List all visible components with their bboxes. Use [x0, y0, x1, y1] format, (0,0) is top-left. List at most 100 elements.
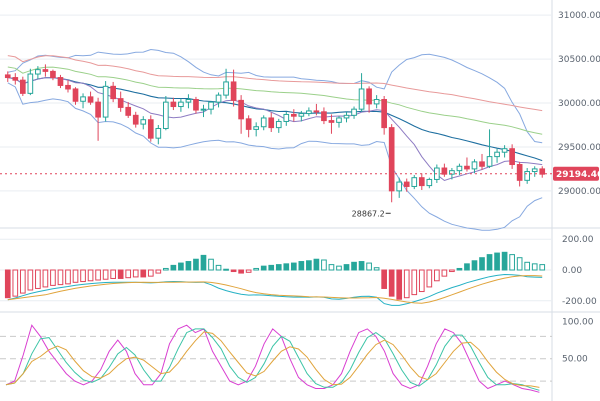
- macd-histogram-bar: [42, 269, 49, 288]
- min-annotation: 28867.2: [352, 209, 385, 218]
- candle: [351, 106, 357, 119]
- candle: [80, 93, 86, 109]
- macd-histogram-bar: [336, 265, 342, 271]
- candle: [170, 97, 177, 111]
- candle-body-up: [260, 117, 267, 128]
- candle-body-up: [336, 117, 342, 123]
- candle-body-up: [155, 127, 162, 139]
- candle-body-down: [366, 88, 372, 105]
- current-price-label: 29194.46: [556, 170, 600, 180]
- macd-histogram-bar: [253, 267, 260, 271]
- macd-histogram-bar: [531, 263, 538, 271]
- macd-histogram-bar: [35, 269, 41, 289]
- candle: [125, 102, 132, 118]
- macd-histogram-bar: [155, 269, 162, 274]
- macd-tick-label: 200.00: [562, 235, 594, 245]
- macd-histogram-bar: [403, 269, 410, 299]
- candle-body-down: [539, 168, 546, 175]
- candle-body-up: [283, 113, 290, 122]
- macd-histogram-bar: [358, 261, 365, 271]
- macd-histogram-bar: [80, 269, 86, 283]
- bollinger-lower-line: [7, 82, 543, 231]
- macd-histogram-bar: [313, 258, 320, 271]
- macd-histogram-bar: [441, 269, 448, 277]
- macd-signal-line: [7, 275, 543, 304]
- candle-body-up: [396, 181, 403, 192]
- macd-histogram-bar: [486, 254, 493, 271]
- candle-body-down: [403, 181, 410, 187]
- candle: [275, 118, 282, 133]
- candle: [306, 107, 312, 117]
- candle: [268, 112, 275, 133]
- sma-slow-line: [7, 55, 543, 112]
- candle: [456, 163, 463, 176]
- candle: [185, 94, 192, 109]
- candle-body-up: [200, 108, 207, 111]
- candle: [373, 95, 380, 109]
- candle: [313, 103, 320, 116]
- candle: [238, 95, 244, 134]
- macd-histogram-bar: [321, 259, 327, 271]
- candle: [516, 161, 523, 187]
- macd-line: [7, 273, 543, 306]
- candle: [381, 95, 387, 135]
- macd-histogram-bar: [65, 269, 71, 285]
- macd-pane[interactable]: [4, 251, 546, 306]
- candle: [102, 81, 109, 122]
- macd-histogram-bar: [494, 252, 500, 271]
- candle: [328, 114, 335, 134]
- macd-histogram-bar: [290, 262, 297, 271]
- current-price-badge: [553, 166, 599, 181]
- macd-histogram-bar: [185, 261, 192, 271]
- macd-histogram-bar: [456, 267, 463, 271]
- candle: [418, 173, 425, 190]
- candle: [57, 74, 64, 89]
- macd-histogram-bar: [170, 264, 177, 271]
- macd-histogram-bar: [351, 261, 357, 271]
- macd-histogram-bar: [501, 251, 508, 271]
- candle-body-up: [80, 96, 86, 102]
- macd-histogram-bar: [125, 269, 132, 279]
- price-tick-label: 29500.00: [558, 143, 600, 153]
- stoch-tick-label: 100.00: [562, 317, 594, 327]
- candle-body-up: [411, 177, 418, 187]
- candle-body-down: [110, 85, 116, 100]
- candle: [441, 163, 448, 177]
- candle: [471, 159, 478, 174]
- macd-histogram-bar: [245, 269, 252, 273]
- candle-body-down: [388, 127, 395, 192]
- candle-body-down: [170, 101, 177, 108]
- candle-body-down: [147, 119, 154, 139]
- macd-histogram-bar: [434, 269, 440, 282]
- macd-histogram-bar: [238, 269, 244, 274]
- candle-body-down: [245, 118, 252, 130]
- macd-histogram-bar: [230, 269, 237, 273]
- macd-histogram-bar: [178, 262, 184, 271]
- candle-body-down: [193, 99, 199, 111]
- stochastic-pane[interactable]: [5, 324, 540, 393]
- candle: [50, 69, 56, 81]
- current-price-tag: 29194.46: [553, 166, 600, 181]
- macd-histogram-bar: [418, 269, 425, 293]
- candle-body-up: [351, 108, 357, 116]
- macd-histogram-bar: [343, 264, 350, 271]
- candle-body-up: [501, 148, 508, 153]
- candle: [411, 175, 418, 190]
- macd-histogram-bar: [373, 267, 380, 271]
- bollinger-upper-line: [7, 48, 543, 144]
- candle-body-up: [253, 126, 260, 130]
- macd-histogram-bar: [215, 264, 222, 271]
- candle-body-down: [230, 81, 237, 101]
- price-axis: 29000.00 29500.00 30000.00 30500.00 31000.00…: [558, 11, 600, 365]
- price-pane[interactable]: [0, 48, 552, 231]
- candle-body-up: [163, 101, 169, 129]
- candle-body-down: [125, 106, 132, 116]
- candle-body-down: [479, 161, 485, 167]
- macd-histogram-bar: [95, 269, 101, 281]
- candle-body-down: [290, 113, 297, 117]
- candle: [178, 98, 184, 112]
- candle-body-down: [132, 114, 139, 125]
- price-tick-label: 29000.00: [558, 187, 600, 197]
- candle-body-down: [50, 70, 56, 79]
- candle: [72, 87, 79, 105]
